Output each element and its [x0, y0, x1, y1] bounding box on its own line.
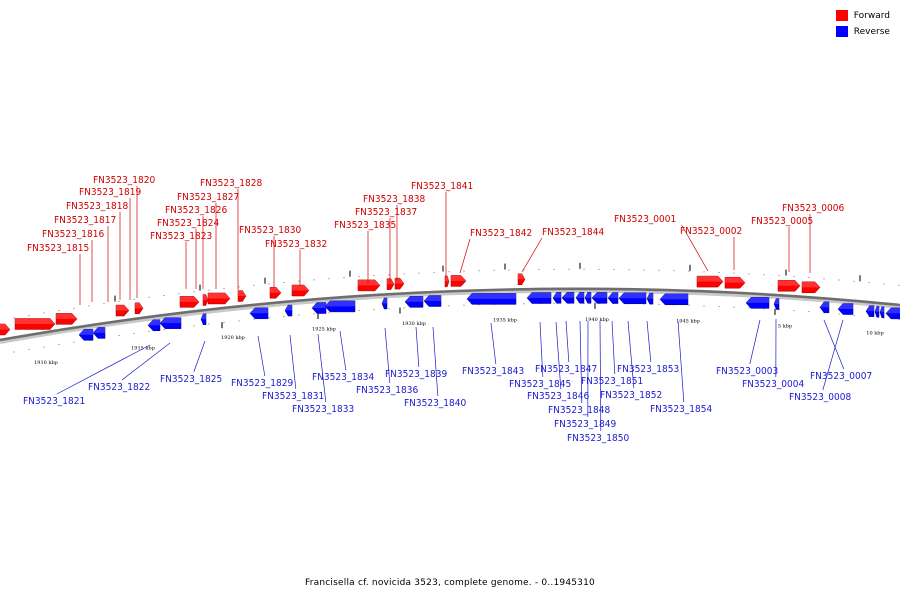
reverse-gene-leader [823, 319, 845, 370]
forward-gene-label[interactable]: FN3523_1817 [54, 215, 116, 226]
reverse-gene-label[interactable]: FN3523_1845 [509, 379, 571, 390]
forward-gene-label[interactable]: FN3523_0006 [782, 203, 844, 214]
reverse-gene-leader [257, 335, 266, 377]
reverse-gene-leader [432, 326, 439, 397]
scale-label: 1930 kbp [402, 321, 426, 327]
reverse-gene-label[interactable]: FN3523_1852 [600, 390, 662, 401]
reverse-gene-leader [627, 320, 635, 389]
reverse-gene-leader [317, 333, 327, 403]
forward-gene-label[interactable]: FN3523_1830 [239, 225, 301, 236]
reverse-gene-leader [490, 322, 497, 365]
reverse-gene-label[interactable]: FN3523_1847 [535, 364, 597, 375]
reverse-gene-label[interactable]: FN3523_0004 [742, 379, 804, 390]
reverse-gene-leader [822, 319, 844, 391]
reverse-gene-leader [121, 342, 171, 381]
backbone-track [0, 287, 900, 344]
forward-gene-leader [459, 238, 471, 274]
scale-label: 1925 kbp [312, 327, 336, 333]
reverse-gene-label[interactable]: FN3523_1834 [312, 372, 374, 383]
reverse-gene-leader [384, 327, 391, 384]
reverse-gene-leader [193, 340, 206, 373]
forward-gene-label[interactable]: FN3523_1818 [66, 201, 128, 212]
forward-gene-label[interactable]: FN3523_0002 [680, 226, 742, 237]
reverse-gene-label[interactable]: FN3523_1825 [160, 374, 222, 385]
scale-label: 5 kbp [778, 324, 792, 330]
reverse-gene-label[interactable]: FN3523_1843 [462, 366, 524, 377]
legend-reverse-label: Reverse [853, 26, 890, 37]
reverse-gene-label[interactable]: FN3523_1850 [567, 433, 629, 444]
legend: Forward Reverse [835, 8, 890, 40]
reverse-gene-leader [599, 320, 602, 432]
forward-gene-label[interactable]: FN3523_1824 [157, 218, 219, 229]
forward-swatch [835, 10, 848, 21]
forward-gene-label[interactable]: FN3523_1816 [42, 229, 104, 240]
reverse-gene-leader [646, 320, 652, 363]
forward-gene-label[interactable]: FN3523_1820 [93, 175, 155, 186]
legend-forward-label: Forward [853, 10, 890, 21]
reverse-gene-leader [539, 321, 544, 378]
reverse-gene-label[interactable]: FN3523_0003 [716, 366, 778, 377]
reverse-gene-label[interactable]: FN3523_1829 [231, 378, 293, 389]
scale-label: 1910 kbp [34, 360, 58, 366]
forward-gene-label[interactable]: FN3523_1828 [200, 178, 262, 189]
reverse-gene-leader [565, 320, 570, 363]
reverse-gene-label[interactable]: FN3523_0008 [789, 392, 851, 403]
reverse-gene-leader [677, 320, 685, 403]
reverse-gene-label[interactable]: FN3523_1831 [262, 391, 324, 402]
reverse-gene-label[interactable]: FN3523_1836 [356, 385, 418, 396]
scale-label: 10 kbp [866, 331, 883, 337]
reverse-gene-label[interactable]: FN3523_1851 [581, 376, 643, 387]
legend-reverse: Reverse [835, 24, 890, 39]
reverse-gene-label[interactable]: FN3523_1846 [527, 391, 589, 402]
forward-gene-label[interactable]: FN3523_1837 [355, 207, 417, 218]
gene-labels: FN3523_1815 FN3523_1816 FN3523_1817 FN3523_… [23, 175, 872, 444]
forward-gene-label[interactable]: FN3523_1826 [165, 205, 227, 216]
forward-gene-label[interactable]: FN3523_1823 [150, 231, 212, 242]
scale-label: 1945 kbp [676, 319, 700, 325]
scale-label: 1920 kbp [221, 335, 245, 341]
reverse-gene-label[interactable]: FN3523_1853 [617, 364, 679, 375]
forward-gene-label[interactable]: FN3523_1819 [79, 187, 141, 198]
reverse-gene-leader [289, 334, 297, 390]
forward-gene-label[interactable]: FN3523_1815 [27, 243, 89, 254]
reverse-gene-label[interactable]: FN3523_1839 [385, 369, 447, 380]
reverse-gene-leader [415, 326, 420, 368]
reverse-gene-label[interactable]: FN3523_1833 [292, 404, 354, 415]
forward-gene-label[interactable]: FN3523_1827 [177, 192, 239, 203]
reverse-gene-leader [579, 320, 583, 404]
forward-gene-label[interactable]: FN3523_0005 [751, 216, 813, 227]
reverse-gene-label[interactable]: FN3523_1854 [650, 404, 712, 415]
reverse-gene-leader [611, 320, 616, 375]
reverse-gene-leader [56, 344, 151, 395]
forward-gene-label[interactable]: FN3523_1838 [363, 194, 425, 205]
scale-label: 1935 kbp [493, 318, 517, 324]
scale-label: 1940 kbp [585, 317, 609, 323]
reverse-gene-label[interactable]: FN3523_1849 [554, 419, 616, 430]
forward-gene-leader [681, 224, 709, 272]
genome-caption: Francisella cf. novicida 3523, complete … [305, 578, 595, 588]
reverse-swatch [835, 26, 848, 37]
legend-forward: Forward [835, 8, 890, 23]
reverse-gene-label[interactable]: FN3523_1821 [23, 396, 85, 407]
reverse-gene-label[interactable]: FN3523_1840 [404, 398, 466, 409]
reverse-gene-label[interactable]: FN3523_1848 [548, 405, 610, 416]
forward-gene-label[interactable]: FN3523_1842 [470, 228, 532, 239]
reverse-gene-label[interactable]: FN3523_1822 [88, 382, 150, 393]
label-leader-lines [56, 186, 845, 432]
forward-gene-leader [521, 237, 543, 273]
reverse-gene-leader [555, 321, 562, 390]
reverse-gene-label[interactable]: FN3523_0007 [810, 371, 872, 382]
reverse-gene-leader [749, 319, 761, 365]
gene-features [0, 273, 900, 341]
forward-gene-label[interactable]: FN3523_1832 [265, 239, 327, 250]
forward-gene-label[interactable]: FN3523_1835 [334, 220, 396, 231]
forward-gene-label[interactable]: FN3523_0001 [614, 214, 676, 225]
forward-gene-label[interactable]: FN3523_1844 [542, 227, 604, 238]
reverse-gene-leader [339, 330, 347, 371]
forward-gene-label[interactable]: FN3523_1841 [411, 181, 473, 192]
